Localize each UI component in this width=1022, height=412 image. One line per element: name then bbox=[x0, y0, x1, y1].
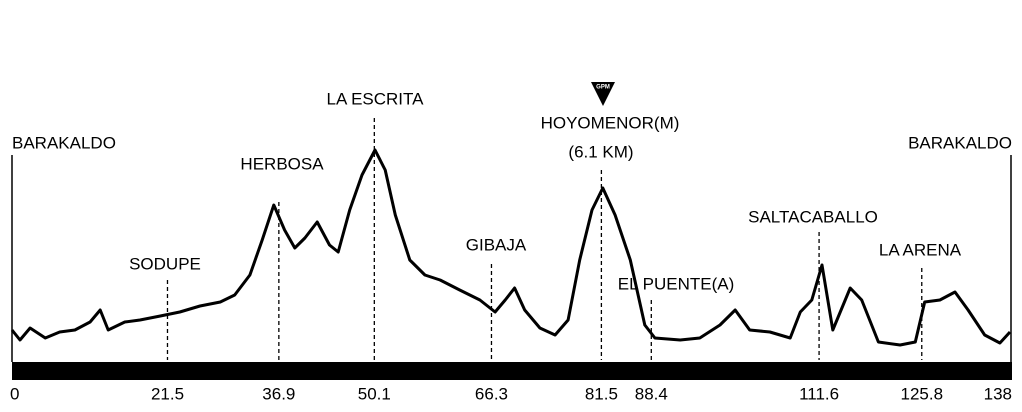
place-label: BARAKALDO bbox=[12, 133, 116, 152]
place-label: SALTACABALLO bbox=[748, 207, 878, 226]
x-tick-label: 125.8 bbox=[900, 384, 943, 403]
place-label: LA ARENA bbox=[879, 240, 962, 259]
x-tick-label: 50.1 bbox=[358, 384, 391, 403]
climb-icon: GPM bbox=[596, 85, 610, 91]
place-label: HERBOSA bbox=[240, 154, 324, 173]
climb-icon-shape bbox=[591, 82, 615, 106]
place-label: EL PUENTE(A) bbox=[618, 274, 735, 293]
climb-distance: (6.1 KM) bbox=[568, 142, 633, 161]
place-label: LA ESCRITA bbox=[327, 89, 425, 108]
elevation-profile bbox=[10, 148, 1012, 347]
baseline-bar bbox=[12, 362, 1012, 380]
x-tick-label: 111.6 bbox=[799, 384, 839, 403]
x-tick-label: 81.5 bbox=[585, 384, 618, 403]
x-tick-label: 88.4 bbox=[635, 384, 668, 403]
x-tick-label: 36.9 bbox=[262, 384, 295, 403]
x-tick-label: 66.3 bbox=[475, 384, 508, 403]
x-tick-label: 21.5 bbox=[151, 384, 184, 403]
place-label: SODUPE bbox=[129, 254, 201, 273]
place-label: BARAKALDO bbox=[908, 133, 1012, 152]
place-label: GIBAJA bbox=[466, 235, 527, 254]
place-label: HOYOMENOR(M) bbox=[541, 113, 680, 132]
x-tick-label: 138 bbox=[984, 384, 1012, 403]
x-tick-label: 0 bbox=[10, 384, 19, 403]
